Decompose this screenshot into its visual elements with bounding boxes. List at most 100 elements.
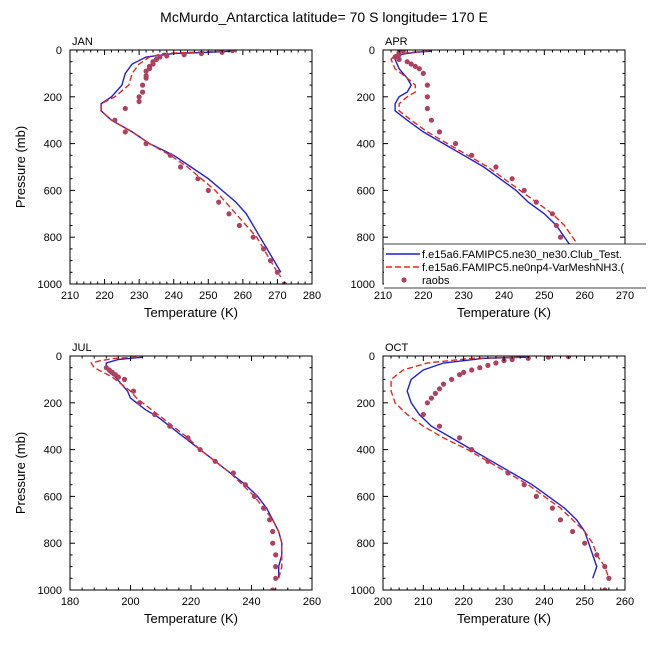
y-tick-label: 1000 <box>351 279 375 291</box>
raobs-point <box>477 365 483 371</box>
legend-label: raobs <box>422 275 450 287</box>
raobs-point <box>236 222 242 229</box>
x-tick-label: 200 <box>121 596 139 608</box>
raobs-point <box>533 199 539 205</box>
raobs-point <box>553 222 560 229</box>
raobs-point <box>408 61 414 67</box>
raobs-point <box>267 517 273 523</box>
raobs-point <box>424 94 430 100</box>
raobs-point <box>533 493 539 499</box>
raobs-point <box>602 564 608 570</box>
raobs-point <box>449 376 455 382</box>
raobs-point <box>457 372 463 378</box>
raobs-point <box>250 234 256 240</box>
x-tick-label: 280 <box>303 290 321 302</box>
x-tick-label: 220 <box>182 596 200 608</box>
raobs-point <box>545 356 551 360</box>
raobs-point <box>181 52 187 58</box>
raobs-point <box>440 381 447 387</box>
x-tick-label: 230 <box>130 290 148 302</box>
raobs-point <box>270 528 276 535</box>
series-line-model2 <box>100 50 282 278</box>
raobs-point <box>428 395 434 401</box>
raobs-point <box>122 129 128 135</box>
x-tick-label: 260 <box>303 596 321 608</box>
y-tick-label: 600 <box>44 185 62 197</box>
y-tick-label: 600 <box>357 185 375 197</box>
raobs-point <box>136 94 142 100</box>
y-tick-label: 400 <box>357 445 375 457</box>
raobs-point <box>185 435 191 441</box>
raobs-point <box>453 141 459 147</box>
raobs-point <box>485 458 491 464</box>
raobs-point <box>557 517 564 523</box>
y-axis-title: Pressure (mb) <box>13 126 28 208</box>
raobs-point <box>432 390 438 396</box>
panel-label: JUL <box>72 342 92 354</box>
x-tick-label: 200 <box>374 596 392 608</box>
y-tick-label: 600 <box>44 491 62 503</box>
raobs-point <box>130 388 137 394</box>
raobs-point <box>594 552 600 558</box>
raobs-point <box>521 187 527 193</box>
raobs-point <box>152 411 158 418</box>
plot-frame <box>382 355 626 591</box>
x-tick-label: 260 <box>616 596 634 608</box>
x-tick-label: 220 <box>414 290 432 302</box>
raobs-point <box>416 66 422 72</box>
raobs-point <box>392 54 398 60</box>
y-tick-label: 600 <box>357 491 375 503</box>
raobs-point <box>396 56 402 63</box>
x-tick-label: 220 <box>95 290 113 302</box>
series-line-model1 <box>394 50 582 273</box>
raobs-point <box>164 53 170 59</box>
panel-label: APR <box>385 36 408 48</box>
raobs-point <box>493 164 499 170</box>
plot-area <box>90 356 283 590</box>
raobs-point <box>420 411 426 418</box>
raobs-point <box>582 540 588 546</box>
raobs-point <box>424 105 430 112</box>
raobs-point <box>143 68 149 74</box>
y-tick-label: 800 <box>357 538 375 550</box>
raobs-point <box>424 400 430 406</box>
raobs-point <box>121 376 128 382</box>
raobs-point <box>606 575 612 581</box>
panel-label: OCT <box>385 342 409 354</box>
y-tick-label: 1000 <box>38 585 62 597</box>
x-tick-label: 230 <box>495 596 513 608</box>
x-tick-label: 270 <box>616 290 634 302</box>
plot-area <box>390 356 612 590</box>
raobs-point <box>428 117 434 123</box>
x-tick-label: 230 <box>454 290 472 302</box>
raobs-point <box>267 258 274 264</box>
y-tick-label: 0 <box>56 45 62 57</box>
raobs-point <box>273 564 279 570</box>
raobs-point <box>230 470 236 476</box>
x-tick-label: 220 <box>454 596 472 608</box>
series-line-model1 <box>406 356 598 579</box>
x-tick-label: 250 <box>199 290 217 302</box>
raobs-point <box>261 505 267 511</box>
legend-label: f.e15a6.FAMIPC5.ne0np4-VarMeshNH3.( <box>422 262 625 274</box>
legend-label: f.e15a6.FAMIPC5.ne30_ne30.Club_Test. <box>422 249 622 261</box>
legend: f.e15a6.FAMIPC5.ne30_ne30.Club_Test.f.e1… <box>384 243 646 289</box>
x-axis-title: Temperature (K) <box>144 305 238 320</box>
series-line-model2 <box>390 50 590 273</box>
raobs-point <box>273 552 279 558</box>
raobs-point <box>602 587 608 590</box>
raobs-point <box>557 234 564 240</box>
raobs-point <box>270 540 276 546</box>
raobs-point <box>178 164 184 170</box>
raobs-point <box>270 587 276 590</box>
y-tick-label: 800 <box>44 538 62 550</box>
series-line-model2 <box>90 356 283 579</box>
raobs-point <box>229 50 236 54</box>
raobs-point <box>198 50 204 57</box>
y-tick-label: 200 <box>357 92 375 104</box>
figure-title: McMurdo_Antarctica latitude= 70 S longit… <box>160 9 488 25</box>
raobs-point <box>195 176 201 182</box>
raobs-point <box>436 386 443 392</box>
x-tick-label: 210 <box>61 290 79 302</box>
